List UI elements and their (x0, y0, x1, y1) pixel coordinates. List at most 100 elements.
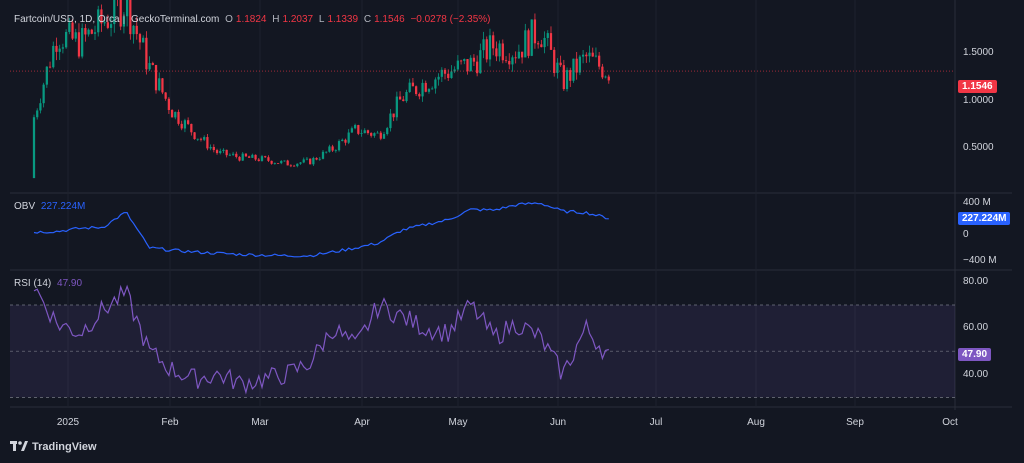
candle-body (267, 157, 270, 161)
candle-body (508, 60, 511, 65)
candle-body (370, 133, 373, 136)
candle-body (138, 34, 142, 43)
candle-body (283, 160, 286, 162)
candle-body (64, 31, 68, 48)
candle-body (270, 160, 273, 164)
candle-body (546, 33, 549, 38)
tradingview-icon (10, 441, 28, 451)
candle-body (215, 150, 219, 154)
candle-body (398, 96, 402, 100)
candle-body (585, 54, 588, 57)
candle-body (119, 0, 122, 27)
candle-body (196, 138, 199, 140)
candle-body (241, 153, 244, 161)
obv-tick: 400 M (963, 197, 991, 208)
candle-body (68, 22, 71, 32)
time-tick: Jun (549, 417, 567, 428)
candle-body (347, 132, 350, 143)
candle-body (366, 130, 370, 134)
candle-body (469, 57, 472, 72)
candle-body (447, 73, 450, 78)
candle-body (42, 84, 45, 104)
price-tick: 0.5000 (963, 142, 994, 153)
time-tick: Jul (649, 417, 663, 428)
candle-body (238, 156, 241, 161)
candle-body (476, 61, 479, 74)
candle-body (434, 79, 437, 89)
candle-body (549, 33, 553, 50)
candle-body (39, 103, 42, 111)
open-label: O (225, 14, 233, 25)
obv-tick: −400 M (963, 255, 997, 266)
candle-body (588, 52, 591, 57)
candle-body (77, 32, 81, 57)
candle-body (97, 9, 100, 33)
candle-body (212, 147, 215, 151)
candle-body (492, 35, 495, 49)
candle-body (450, 71, 453, 78)
candle-body (48, 66, 52, 68)
candle-body (353, 125, 357, 129)
candle-body (598, 55, 601, 67)
candle-body (594, 55, 598, 57)
candle-body (601, 66, 604, 78)
candle-body (125, 0, 129, 17)
rsi-legend: RSI (14) 47.90 (14, 278, 85, 289)
candle-body (135, 25, 138, 35)
candle-body (161, 78, 164, 93)
candle-body (260, 156, 264, 161)
obv-line (33, 202, 609, 258)
symbol-title[interactable]: Fartcoin/USD, 1D, Orca (14, 14, 120, 25)
candle-body (360, 133, 363, 134)
time-tick: Feb (161, 417, 179, 428)
candle-body (231, 153, 235, 155)
rsi-label[interactable]: RSI (14) (14, 278, 52, 289)
candle-body (113, 0, 116, 25)
obv-label[interactable]: OBV (14, 201, 36, 212)
candle-body (363, 130, 366, 134)
candle-body (572, 58, 575, 81)
candle-body (498, 43, 501, 57)
candle-body (318, 158, 321, 160)
candle-body (459, 60, 463, 62)
candle-body (170, 109, 174, 118)
candle-body (199, 138, 203, 140)
rsi-line (33, 284, 609, 395)
candle-body (543, 37, 546, 48)
candle-body (151, 63, 154, 65)
candle-body (591, 52, 594, 57)
candle-body (386, 128, 389, 135)
candle-body (421, 82, 424, 97)
candle-body (395, 96, 398, 118)
high-value: 1.2037 (282, 14, 314, 25)
candle-body (148, 63, 151, 70)
candle-body (248, 156, 251, 158)
low-label: L (318, 14, 325, 25)
candle-body (145, 37, 148, 70)
candle-body (556, 62, 559, 73)
candle-body (222, 149, 225, 151)
candle-body (122, 16, 126, 27)
candle-body (443, 69, 447, 74)
candle-body (344, 139, 347, 143)
candle-body (52, 45, 55, 68)
candle-body (109, 24, 113, 28)
candle-body (376, 132, 379, 134)
time-tick: Apr (354, 417, 370, 428)
candle-body (408, 82, 411, 92)
candle-body (540, 44, 543, 48)
candle-body (575, 58, 578, 73)
candle-body (495, 48, 498, 57)
candle-body (453, 69, 456, 72)
candle-body (209, 147, 212, 149)
candle-body (235, 153, 238, 157)
candle-body (402, 99, 405, 102)
candle-body (203, 137, 206, 140)
tradingview-logo[interactable]: TradingView (10, 441, 97, 453)
candle-body (190, 123, 193, 133)
candle-body (180, 123, 183, 129)
candle-body (87, 29, 90, 35)
candle-body (187, 120, 190, 124)
candle-body (289, 165, 293, 167)
